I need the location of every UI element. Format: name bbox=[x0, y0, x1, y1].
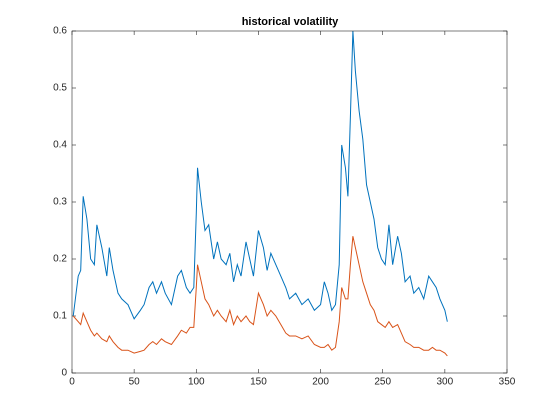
x-tick-label: 150 bbox=[250, 377, 267, 388]
series-line bbox=[72, 30, 448, 322]
axes-box bbox=[71, 30, 508, 374]
y-tick-label: 0.4 bbox=[53, 140, 67, 151]
y-tick-label: 0.6 bbox=[53, 26, 67, 37]
y-tick-label: 0.3 bbox=[53, 197, 67, 208]
x-tick-label: 100 bbox=[188, 377, 205, 388]
plot-area bbox=[72, 31, 507, 373]
y-tick-label: 0.2 bbox=[53, 254, 67, 265]
series-line bbox=[72, 236, 448, 357]
x-tick-label: 300 bbox=[437, 377, 454, 388]
y-tick-label: 0 bbox=[61, 368, 67, 379]
y-tick-label: 0.5 bbox=[53, 83, 67, 94]
x-tick-label: 50 bbox=[129, 377, 141, 388]
x-tick-label: 200 bbox=[312, 377, 329, 388]
x-tick-label: 0 bbox=[69, 377, 75, 388]
chart-title: historical volatility bbox=[242, 16, 339, 28]
x-tick-label: 350 bbox=[499, 377, 516, 388]
x-tick-label: 250 bbox=[374, 377, 391, 388]
y-tick-label: 0.1 bbox=[53, 311, 67, 322]
